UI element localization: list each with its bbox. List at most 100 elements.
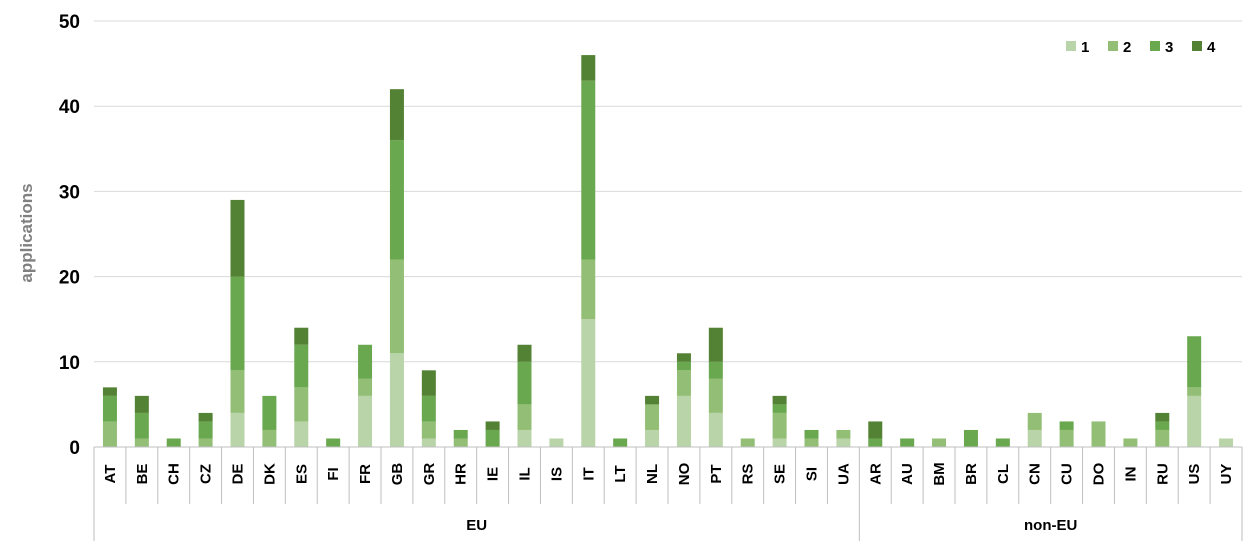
- group-label: EU: [466, 517, 487, 534]
- bar-GR-series-2: [421, 421, 436, 439]
- bar-PT-series-2: [708, 378, 723, 413]
- bar-BR-series-3: [963, 429, 978, 447]
- bar-ES-series-4: [294, 327, 309, 345]
- bar-IN-series-2: [1123, 438, 1138, 447]
- x-tick-label: US: [1186, 464, 1203, 485]
- x-tick-label: BE: [134, 464, 151, 485]
- legend-swatch-3: [1150, 41, 1160, 51]
- bar-LT-series-3: [613, 438, 628, 447]
- bar-PT-series-3: [708, 361, 723, 379]
- bar-NO-series-4: [676, 353, 691, 362]
- bar-GR-series-1: [421, 438, 436, 447]
- bar-FR-series-1: [358, 395, 373, 447]
- y-tick-label: 10: [59, 353, 80, 374]
- bar-RU-series-3: [1155, 421, 1170, 430]
- bar-CH-series-3: [166, 438, 181, 447]
- x-tick-label: CZ: [198, 464, 215, 484]
- y-tick-label: 0: [69, 438, 80, 459]
- x-tick-label: IN: [1122, 467, 1139, 482]
- bar-ES-series-3: [294, 344, 309, 388]
- legend-swatch-4: [1192, 41, 1202, 51]
- bar-FR-series-3: [358, 344, 373, 379]
- bar-UA-series-1: [836, 438, 851, 447]
- bar-IE-series-3: [485, 429, 500, 447]
- x-tick-label: DO: [1091, 462, 1108, 485]
- legend-swatch-2: [1108, 41, 1118, 51]
- bar-GB-series-1: [389, 353, 404, 447]
- bar-DE-series-1: [230, 412, 245, 447]
- x-tick-label: CL: [995, 464, 1012, 484]
- x-tick-label: FI: [325, 467, 342, 480]
- bar-UY-series-1: [1219, 438, 1234, 447]
- bar-RU-series-2: [1155, 429, 1170, 447]
- x-tick-label: IE: [485, 467, 502, 481]
- bar-GR-series-4: [421, 370, 436, 396]
- bar-CZ-series-3: [198, 421, 213, 439]
- bar-IT-series-2: [581, 259, 596, 320]
- x-tick-label: SI: [804, 467, 821, 481]
- x-tick-label: FR: [357, 464, 374, 484]
- bar-IS-series-1: [549, 438, 564, 447]
- x-tick-label: UY: [1218, 464, 1235, 485]
- bar-IT-series-3: [581, 80, 596, 260]
- bar-FR-series-2: [358, 378, 373, 396]
- bar-NO-series-1: [676, 395, 691, 447]
- x-tick-label: ES: [293, 464, 310, 484]
- bar-US-series-2: [1187, 387, 1202, 396]
- bar-AR-series-4: [868, 421, 883, 439]
- bar-IT-series-4: [581, 55, 596, 81]
- bar-DK-series-2: [262, 429, 277, 447]
- bar-BM-series-2: [932, 438, 947, 447]
- x-tick-label: NO: [676, 462, 693, 485]
- bar-SI-series-2: [804, 438, 819, 447]
- x-tick-label: GB: [389, 463, 406, 486]
- bar-BE-series-2: [134, 438, 149, 447]
- bar-IL-series-4: [517, 344, 532, 362]
- x-tick-label: RU: [1154, 463, 1171, 485]
- bar-BE-series-4: [134, 395, 149, 413]
- bar-SI-series-3: [804, 429, 819, 439]
- bar-CN-series-1: [1027, 429, 1042, 447]
- x-tick-label: NL: [644, 464, 661, 484]
- bar-CZ-series-4: [198, 412, 213, 422]
- x-tick-label: BM: [931, 462, 948, 485]
- bar-US-series-3: [1187, 336, 1202, 388]
- bar-DE-series-3: [230, 276, 245, 371]
- x-tick-label: HR: [453, 463, 470, 485]
- legend-label-4: 4: [1207, 39, 1216, 56]
- bar-GB-series-2: [389, 259, 404, 354]
- x-tick-label: DE: [230, 464, 247, 485]
- bar-PT-series-1: [708, 412, 723, 447]
- bar-GB-series-3: [389, 140, 404, 260]
- bar-NO-series-3: [676, 361, 691, 371]
- bar-BE-series-3: [134, 412, 149, 439]
- bar-IL-series-2: [517, 404, 532, 430]
- bar-RU-series-4: [1155, 412, 1170, 422]
- group-label: non-EU: [1024, 517, 1077, 534]
- x-tick-label: RS: [740, 464, 757, 485]
- x-tick-label: UA: [835, 463, 852, 485]
- bar-IL-series-1: [517, 429, 532, 447]
- bar-UA-series-2: [836, 429, 851, 439]
- bar-DE-series-4: [230, 199, 245, 277]
- bars: [102, 55, 1234, 447]
- bar-PT-series-4: [708, 327, 723, 362]
- bar-SE-series-3: [772, 404, 787, 413]
- bar-IT-series-1: [581, 319, 596, 447]
- x-tick-label: IS: [548, 467, 565, 481]
- x-tick-label: AR: [867, 463, 884, 485]
- bar-NL-series-4: [645, 395, 660, 405]
- x-axis: AT BE CH CZ DE DK ES FI FR GB GR HR IE IL IS IT LT NL NO PT…: [93, 446, 1243, 504]
- bar-AR-series-3: [868, 438, 883, 447]
- x-tick-label: IT: [580, 467, 597, 480]
- legend-label-3: 3: [1165, 39, 1173, 56]
- bar-ES-series-1: [294, 421, 309, 447]
- bar-GR-series-3: [421, 395, 436, 422]
- x-tick-label: PT: [708, 464, 725, 483]
- bar-RS-series-2: [740, 438, 755, 447]
- bar-FI-series-3: [326, 438, 341, 447]
- x-tick-label: DK: [261, 463, 278, 485]
- y-tick-labels: 0 10 20 30 40 50: [59, 12, 80, 459]
- bar-CZ-series-2: [198, 438, 213, 447]
